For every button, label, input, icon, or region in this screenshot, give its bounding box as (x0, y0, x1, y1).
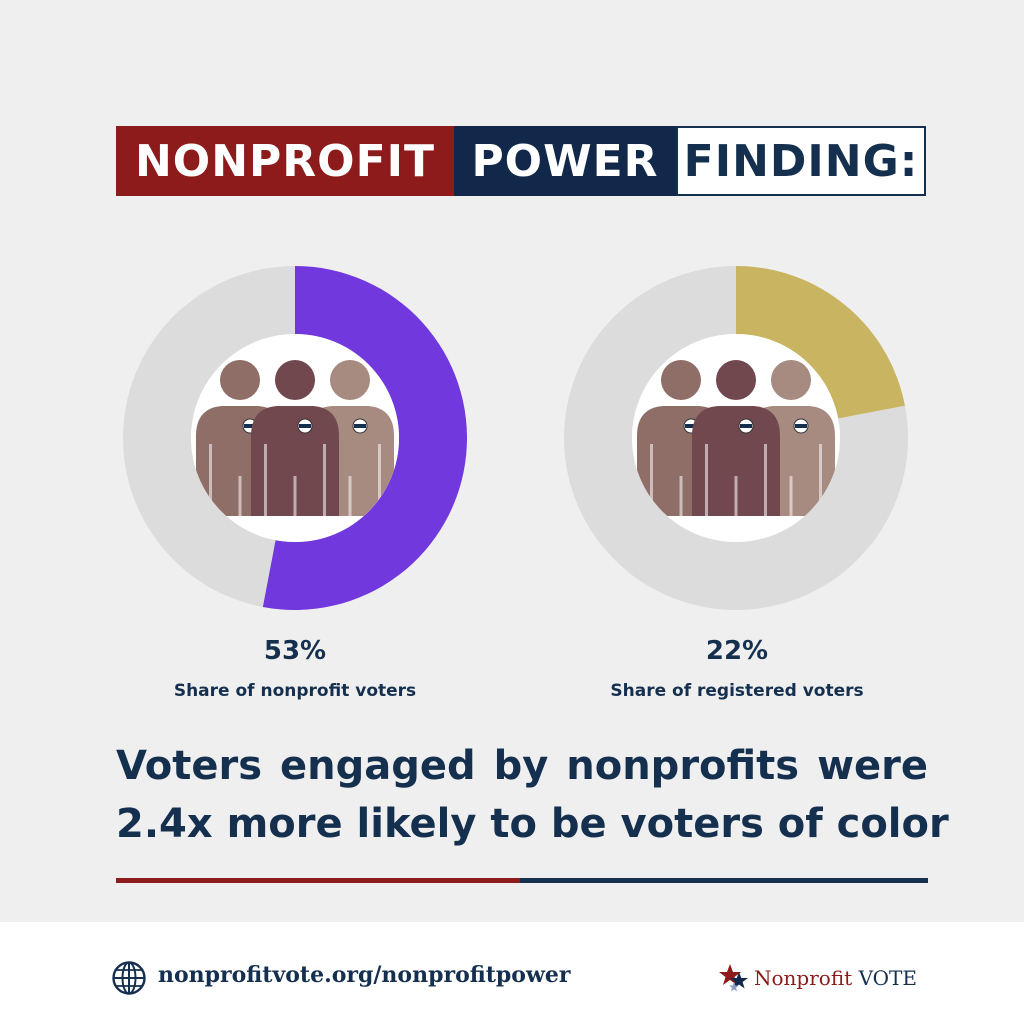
website-link[interactable]: nonprofitvote.org/nonprofitpower (158, 962, 571, 988)
nonprofit-vote-logo: Nonprofit VOTE (718, 958, 917, 998)
headline-line-2: 2.4x more likely to be voters of color (116, 795, 949, 853)
banner-power: POWER (454, 126, 676, 196)
stars-icon (719, 964, 748, 992)
three-voters-icon (632, 334, 840, 542)
divider-rule (116, 878, 928, 883)
donut-slice-remainder (123, 266, 295, 607)
vote-badge-icon (793, 418, 809, 434)
voter-figure-center (251, 360, 339, 536)
value-label-nonprofit: 53% (263, 636, 327, 666)
logo-text-vote: VOTE (858, 966, 917, 990)
donut-chart-nonprofit-voters (123, 266, 467, 610)
title-banner: NONPROFIT POWER FINDING: (116, 126, 926, 196)
donut-slice-value (736, 266, 905, 419)
donut-slice-value (262, 266, 467, 610)
headline: Voters engaged by nonprofits were 2.4x m… (116, 737, 949, 853)
voter-figure-center (692, 360, 780, 536)
donut-chart-registered-voters (564, 266, 908, 610)
caption-registered-voters: Share of registered voters (610, 681, 864, 701)
logo-text: Nonprofit VOTE (754, 966, 917, 990)
value-label-registered: 22% (705, 636, 769, 666)
donut-slice-remainder (564, 266, 908, 610)
caption-nonprofit-voters: Share of nonprofit voters (173, 681, 417, 701)
banner-finding: FINDING: (676, 126, 926, 196)
divider-red (116, 878, 520, 883)
banner-nonprofit: NONPROFIT (116, 126, 454, 196)
logo-text-nonprofit: Nonprofit (754, 966, 853, 990)
globe-icon (112, 961, 146, 995)
divider-navy (520, 878, 928, 883)
vote-badge-icon (297, 418, 313, 434)
vote-badge-icon (738, 418, 754, 434)
headline-line-1: Voters engaged by nonprofits were (116, 743, 928, 789)
vote-badge-icon (352, 418, 368, 434)
footer: nonprofitvote.org/nonprofitpower Nonprof… (0, 922, 1024, 1024)
headline-line-2-rest: more likely to be voters of color (212, 801, 949, 847)
three-voters-icon (191, 334, 399, 542)
headline-multiplier: 2.4x (116, 801, 213, 847)
